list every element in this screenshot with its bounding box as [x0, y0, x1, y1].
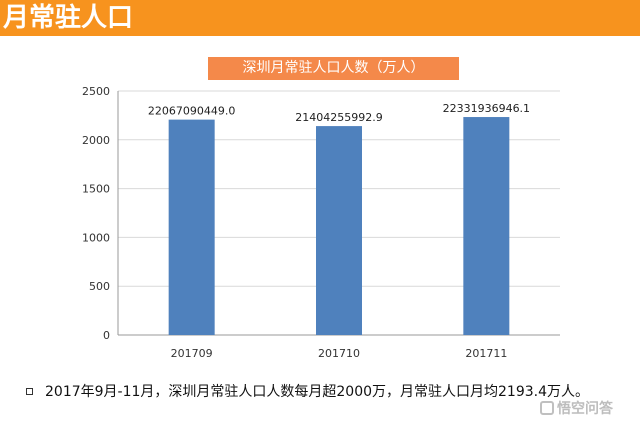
bar-chart: 0 500 1000 1500 2000 2500 22067090449.0 201709 2…	[82, 85, 560, 360]
chart-title: 深圳月常驻人口人数（万人）	[208, 57, 459, 80]
data-label: 21404255992.9	[295, 111, 382, 124]
x-tick-label: 201710	[318, 347, 360, 360]
bar	[463, 117, 510, 335]
y-tick-label: 2500	[82, 85, 110, 98]
bar	[168, 119, 215, 335]
y-tick-label: 2000	[82, 134, 110, 147]
y-tick-label: 1500	[82, 183, 110, 196]
y-tick-label: 500	[89, 280, 110, 293]
bullet-icon	[26, 388, 33, 395]
header-bar: 月常驻人口	[0, 0, 640, 36]
data-label: 22067090449.0	[148, 105, 235, 118]
data-label: 22331936946.1	[443, 102, 530, 115]
y-tick-label: 1000	[82, 231, 110, 244]
watermark-logo-icon	[540, 401, 554, 415]
bar	[316, 126, 362, 336]
page-title: 月常驻人口	[3, 3, 134, 33]
x-tick-label: 201711	[465, 347, 507, 360]
summary-text: 2017年9月-11月，深圳月常驻人口人数每月超2000万，月常驻人口月均219…	[45, 384, 590, 400]
watermark-text: 悟空问答	[557, 401, 613, 417]
x-tick-label: 201709	[171, 347, 213, 360]
watermark: 悟空问答	[540, 398, 613, 418]
y-tick-label: 0	[103, 329, 110, 342]
